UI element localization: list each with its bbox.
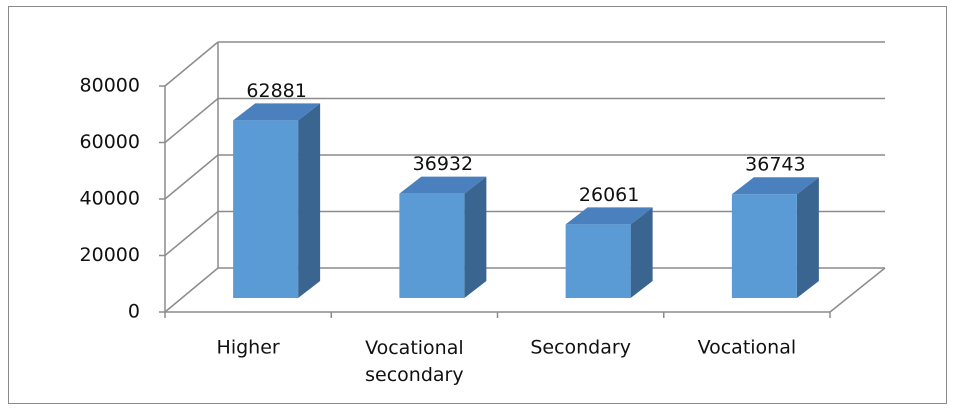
bar-side — [796, 177, 819, 298]
bar — [565, 224, 631, 298]
y-tick-label: 40000 — [80, 188, 140, 210]
bar-side — [298, 103, 321, 298]
bar-top — [399, 176, 487, 194]
bar-side — [630, 207, 653, 298]
bar — [233, 120, 299, 298]
y-tick-label: 20000 — [80, 244, 140, 266]
grid-line — [164, 154, 219, 200]
grid-line — [164, 210, 219, 257]
floor-right — [829, 267, 886, 313]
bar-side — [464, 176, 487, 298]
y-tick-label: 80000 — [80, 75, 140, 97]
y-tick-label: 0 — [128, 301, 140, 323]
bar-top — [565, 207, 653, 225]
x-tick-label: Higher — [217, 337, 280, 359]
bar-top — [233, 103, 321, 121]
value-label: 62881 — [246, 80, 306, 102]
value-label: 36932 — [413, 153, 473, 175]
bar-top — [731, 177, 819, 195]
y-tick-label: 60000 — [80, 131, 140, 153]
x-tick-label: Vocational — [698, 337, 797, 359]
value-label: 26061 — [579, 184, 639, 206]
grid-line — [164, 97, 219, 144]
bar — [399, 193, 465, 298]
grid-line — [164, 41, 219, 87]
value-label: 36743 — [745, 154, 805, 176]
bar — [731, 194, 797, 298]
grid-line — [164, 267, 219, 313]
x-tick-label: Secondary — [530, 337, 631, 359]
x-tick-label: Vocational secondary — [365, 337, 464, 386]
